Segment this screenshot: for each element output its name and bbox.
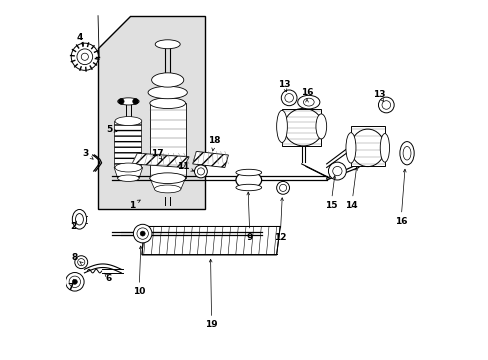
Ellipse shape	[402, 147, 410, 160]
Ellipse shape	[149, 173, 185, 184]
Polygon shape	[132, 153, 189, 167]
Text: 16: 16	[300, 88, 313, 97]
Text: 4: 4	[77, 33, 83, 42]
Circle shape	[378, 97, 393, 113]
Circle shape	[69, 276, 81, 288]
Text: 2: 2	[70, 222, 76, 231]
Ellipse shape	[115, 163, 142, 172]
Ellipse shape	[235, 169, 261, 176]
Circle shape	[78, 258, 84, 266]
Text: 1: 1	[128, 201, 135, 210]
Ellipse shape	[154, 185, 181, 193]
Ellipse shape	[148, 86, 187, 99]
Text: 13: 13	[372, 90, 385, 99]
Ellipse shape	[75, 213, 83, 225]
Text: 3: 3	[82, 149, 88, 158]
Circle shape	[118, 99, 124, 104]
Text: 19: 19	[205, 320, 218, 329]
Ellipse shape	[345, 133, 355, 163]
Ellipse shape	[235, 184, 261, 191]
Circle shape	[276, 181, 289, 194]
Ellipse shape	[115, 117, 142, 126]
Circle shape	[140, 231, 145, 236]
Ellipse shape	[118, 175, 139, 181]
Ellipse shape	[151, 73, 183, 87]
Polygon shape	[98, 16, 205, 208]
Text: 11: 11	[177, 162, 190, 171]
Circle shape	[132, 99, 138, 104]
Ellipse shape	[235, 171, 261, 189]
Ellipse shape	[118, 98, 139, 105]
Text: 18: 18	[207, 136, 220, 145]
Ellipse shape	[399, 141, 413, 165]
Bar	[282, 109, 321, 146]
Text: 16: 16	[394, 217, 407, 226]
Text: 17: 17	[150, 149, 163, 158]
Ellipse shape	[155, 40, 180, 49]
Polygon shape	[142, 226, 280, 255]
Circle shape	[332, 166, 341, 176]
Polygon shape	[192, 152, 228, 167]
Circle shape	[328, 162, 346, 180]
Circle shape	[77, 49, 93, 64]
Text: 7: 7	[67, 283, 73, 292]
Text: 5: 5	[106, 125, 112, 134]
Text: 14: 14	[345, 201, 357, 210]
Circle shape	[72, 279, 77, 284]
Polygon shape	[114, 167, 142, 178]
Text: 12: 12	[273, 233, 286, 242]
Polygon shape	[149, 178, 185, 189]
Text: 10: 10	[133, 287, 145, 296]
Circle shape	[285, 94, 293, 102]
Text: 9: 9	[246, 233, 252, 242]
Circle shape	[75, 256, 87, 269]
Text: 15: 15	[324, 201, 337, 210]
Text: 8: 8	[72, 253, 78, 262]
Circle shape	[381, 101, 390, 109]
Circle shape	[197, 168, 204, 175]
Circle shape	[65, 273, 84, 291]
Circle shape	[137, 228, 148, 239]
Ellipse shape	[315, 114, 326, 139]
Circle shape	[194, 165, 207, 178]
Ellipse shape	[276, 111, 287, 143]
Ellipse shape	[380, 134, 389, 162]
Circle shape	[133, 224, 152, 243]
Ellipse shape	[72, 210, 86, 229]
Bar	[114, 121, 141, 167]
Bar	[350, 126, 384, 166]
Circle shape	[281, 90, 296, 106]
Circle shape	[71, 43, 98, 70]
Text: 6: 6	[105, 274, 112, 283]
Ellipse shape	[297, 95, 319, 109]
Bar	[149, 103, 185, 178]
Circle shape	[279, 184, 286, 192]
Text: 13: 13	[277, 80, 289, 89]
Ellipse shape	[303, 98, 313, 106]
Ellipse shape	[149, 98, 185, 109]
Circle shape	[81, 53, 88, 60]
